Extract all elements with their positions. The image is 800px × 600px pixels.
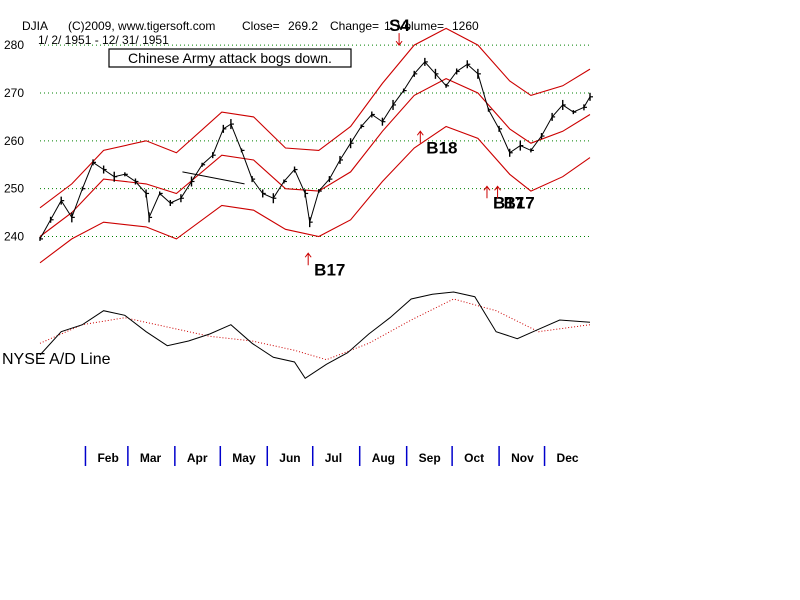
buy-arrow-B17 bbox=[494, 185, 501, 199]
month-label-Jul: Jul bbox=[325, 451, 342, 465]
month-label-Jun: Jun bbox=[279, 451, 300, 465]
month-label-Aug: Aug bbox=[372, 451, 395, 465]
month-label-Apr: Apr bbox=[187, 451, 208, 465]
buy-arrow-B17 bbox=[304, 252, 312, 266]
ad-line-label: NYSE A/D Line bbox=[2, 351, 111, 368]
signal-label-B17-3: B17 bbox=[493, 193, 524, 212]
trendlines bbox=[182, 171, 245, 185]
signal-label-B18-1: B18 bbox=[426, 138, 457, 157]
band-middle-line bbox=[39, 77, 591, 237]
header-copyright: (C)2009, www.tigersoft.com bbox=[68, 19, 215, 33]
ad-panel bbox=[39, 291, 591, 379]
price-bands bbox=[39, 27, 591, 264]
band-lower-line bbox=[39, 125, 591, 264]
buy-arrow-B17 bbox=[483, 185, 491, 199]
month-label-Oct: Oct bbox=[464, 451, 484, 465]
signal-label-B17-2: B17 bbox=[314, 260, 345, 279]
header-symbol: DJIA bbox=[22, 19, 48, 33]
header-change-label: Change= bbox=[330, 19, 379, 33]
header-close-label: Close= bbox=[242, 19, 280, 33]
annotation-box bbox=[108, 48, 352, 68]
price-grid: 240 250 260 270 280 bbox=[4, 38, 590, 244]
buy-arrow-B18 bbox=[416, 130, 424, 144]
ad-line bbox=[39, 291, 591, 379]
signal-label-B17-4: B17 bbox=[504, 193, 535, 212]
header-volume-label: Volume= bbox=[397, 19, 444, 33]
y-tick-label-280: 280 bbox=[4, 38, 24, 52]
signal-label-S4: S4 bbox=[389, 16, 410, 35]
y-tick-label-260: 260 bbox=[4, 134, 24, 148]
header-close-value: 269.2 bbox=[288, 19, 318, 33]
band-upper-line bbox=[39, 27, 591, 209]
ad-line-ma bbox=[39, 298, 591, 361]
month-label-Sep: Sep bbox=[419, 451, 441, 465]
header-change-value: 1 bbox=[384, 19, 391, 33]
annotation-text: Chinese Army attack bogs down. bbox=[128, 50, 332, 66]
y-tick-label-270: 270 bbox=[4, 86, 24, 100]
month-axis: Feb Mar Apr May Jun Jul Aug Sep Oct Nov Dec bbox=[84, 446, 579, 466]
header-date-range: 1/ 2/ 1951 - 12/ 31/ 1951 bbox=[38, 33, 169, 47]
sell-arrow-S4 bbox=[395, 33, 403, 46]
month-label-May: May bbox=[232, 451, 256, 465]
y-tick-label-240: 240 bbox=[4, 230, 24, 244]
header-volume-value: 1260 bbox=[452, 19, 479, 33]
y-tick-label-250: 250 bbox=[4, 182, 24, 196]
trendline-0 bbox=[182, 171, 245, 185]
month-label-Nov: Nov bbox=[511, 451, 534, 465]
month-label-Feb: Feb bbox=[97, 451, 118, 465]
month-label-Mar: Mar bbox=[140, 451, 162, 465]
month-label-Dec: Dec bbox=[557, 451, 579, 465]
price-series bbox=[39, 57, 593, 241]
